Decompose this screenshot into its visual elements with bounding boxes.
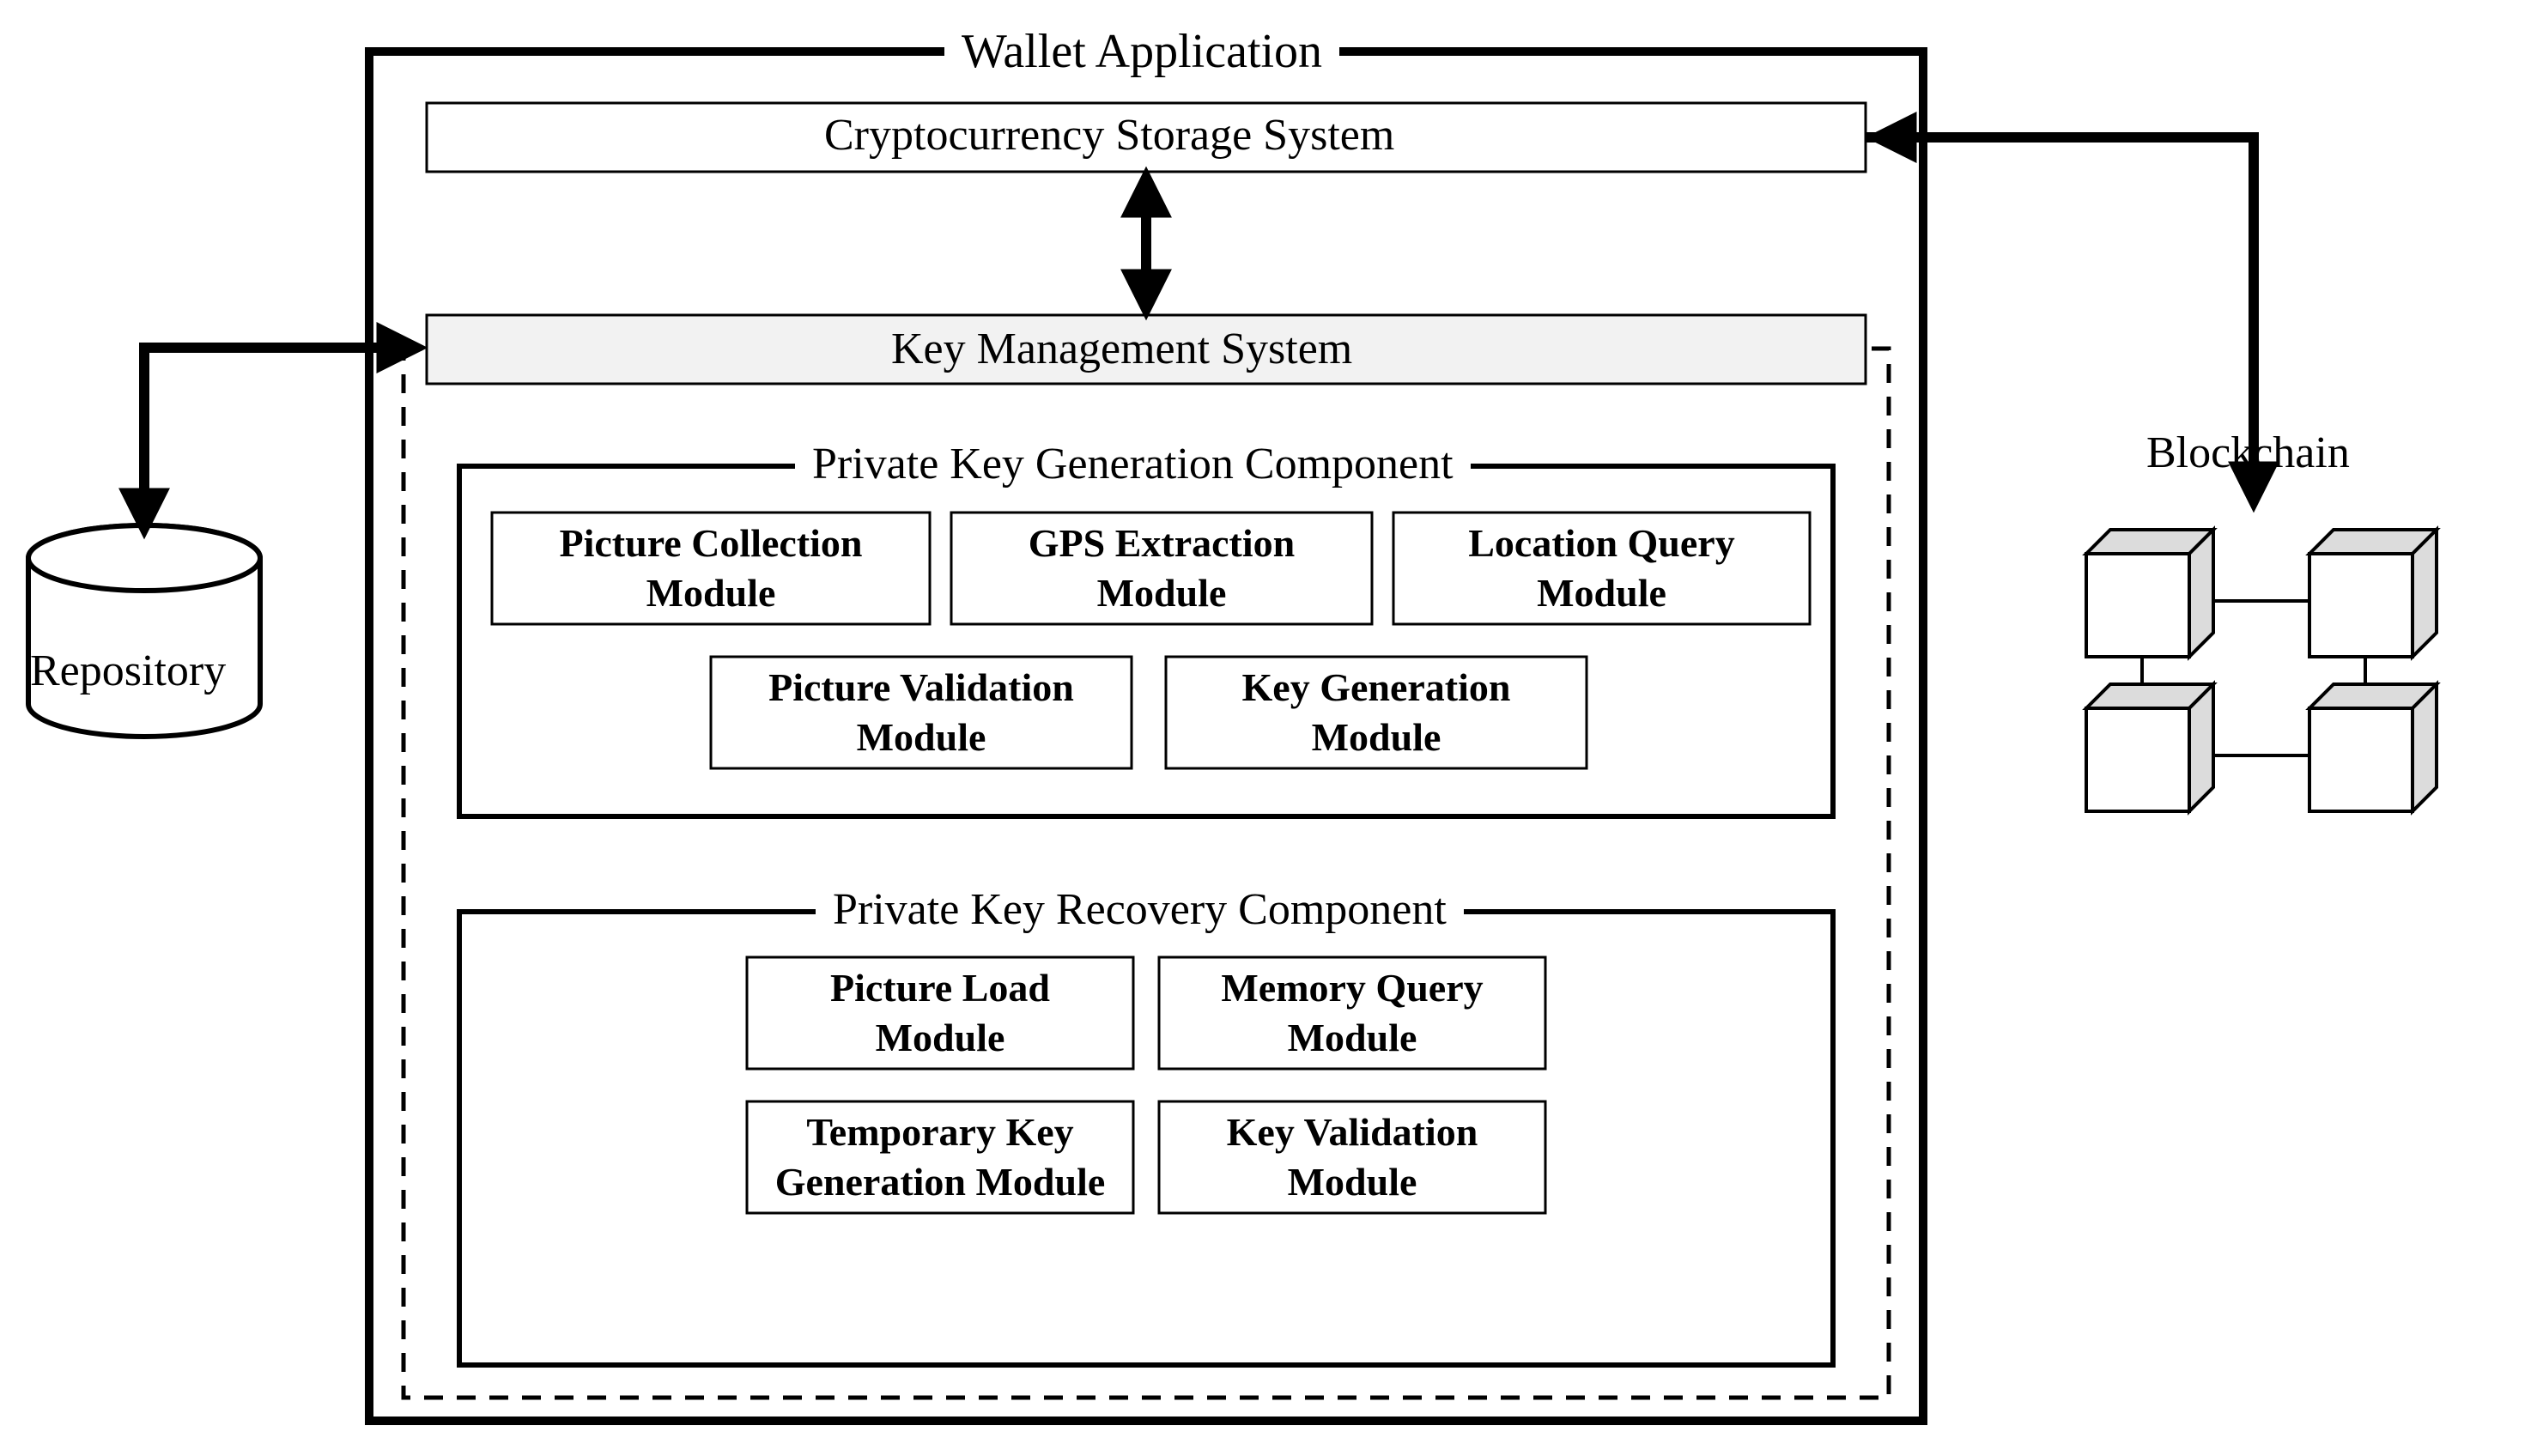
module-location-query: Location Query Module [1393, 519, 1810, 618]
module-gps-extraction: GPS Extraction Module [951, 519, 1372, 618]
module-picture-load: Picture Load Module [747, 963, 1133, 1063]
crypto-storage-title: Cryptocurrency Storage System [824, 110, 1394, 161]
wallet-app-title: Wallet Application [944, 24, 1339, 79]
rec-component-box [459, 912, 1833, 1365]
module-key-validation: Key Validation Module [1159, 1107, 1545, 1207]
key-management-title: Key Management System [884, 324, 1359, 374]
gen-component-title: Private Key Generation Component [795, 439, 1471, 489]
module-key-generation: Key Generation Module [1166, 663, 1587, 762]
repository-icon [28, 525, 260, 737]
blockchain-label: Blockchain [2146, 428, 2350, 478]
module-picture-collection: Picture Collection Module [492, 519, 930, 618]
module-picture-validation: Picture Validation Module [711, 663, 1132, 762]
km-dashed-box [404, 349, 1889, 1398]
rec-component-title: Private Key Recovery Component [816, 884, 1464, 935]
blockchain-icon [2086, 530, 2437, 811]
module-temp-key-gen: Temporary Key Generation Module [747, 1107, 1133, 1207]
repository-label: Repository [30, 646, 226, 696]
module-memory-query: Memory Query Module [1159, 963, 1545, 1063]
wallet-architecture-diagram: Wallet Application Cryptocurrency Storag… [0, 0, 2543, 1456]
